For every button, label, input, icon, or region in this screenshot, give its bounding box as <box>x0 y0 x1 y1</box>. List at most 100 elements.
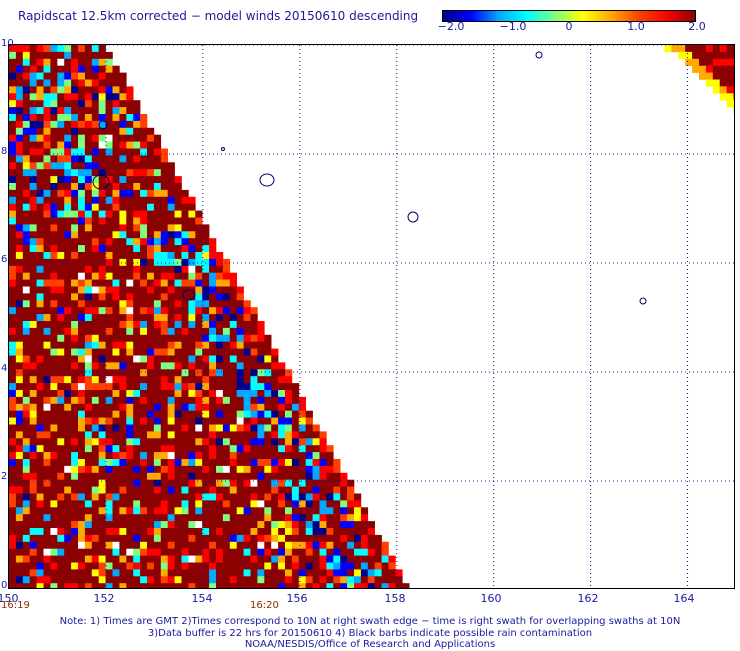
swath-cell <box>147 127 155 135</box>
swath-cell <box>119 210 127 218</box>
swath-cell <box>119 127 127 135</box>
swath-cell <box>91 279 99 287</box>
swath-cell <box>57 555 65 563</box>
swath-cell <box>167 238 175 246</box>
swath-cell <box>305 459 313 467</box>
swath-cell <box>216 452 224 460</box>
swath-cell <box>222 431 231 439</box>
swath-cell <box>209 238 217 246</box>
swath-cell <box>216 314 224 322</box>
swath-cell <box>43 307 51 315</box>
swath-cell <box>64 217 72 225</box>
swath-cell <box>50 562 58 570</box>
swath-cell <box>202 224 210 232</box>
swath-cell <box>167 231 175 239</box>
swath-cell <box>181 224 189 232</box>
swath-cell <box>147 189 155 198</box>
swath-cell <box>305 424 313 432</box>
swath-cell <box>22 79 30 87</box>
swath-cell <box>84 45 93 53</box>
swath-cell <box>319 500 327 508</box>
swath-cell <box>84 183 93 191</box>
swath-cell <box>9 252 17 260</box>
swath-cell <box>319 486 327 494</box>
swath-cell <box>119 334 127 342</box>
swath-cell <box>126 486 134 494</box>
swath-cell <box>719 72 727 80</box>
swath-cell <box>188 569 196 577</box>
swath-cell <box>367 562 375 570</box>
swath-cell <box>64 258 72 267</box>
swath-cell <box>174 555 182 563</box>
swath-cell <box>98 265 106 273</box>
swath-cell <box>22 472 30 480</box>
swath-cell <box>243 452 251 460</box>
swath-cell <box>15 459 24 467</box>
swath-cell <box>167 327 175 336</box>
swath-cell <box>29 307 37 315</box>
swath-cell <box>167 486 175 494</box>
swath-cell <box>105 445 113 453</box>
swath-cell <box>209 321 217 329</box>
swath-cell <box>126 431 134 439</box>
swath-cell <box>167 445 175 453</box>
swath-cell <box>195 210 203 218</box>
swath-cell <box>216 293 224 301</box>
swath-cell <box>105 410 113 418</box>
swath-cell <box>243 348 251 356</box>
island-outline <box>407 211 419 223</box>
swath-cell <box>167 176 175 184</box>
swath-cell <box>264 403 272 411</box>
swath-cell <box>209 293 217 301</box>
swath-cell <box>264 438 272 446</box>
swath-cell <box>98 148 106 156</box>
swath-cell <box>250 417 258 425</box>
swath-cell <box>98 569 106 577</box>
swath-cell <box>174 189 182 198</box>
swath-cell <box>71 438 79 446</box>
swath-cell <box>174 390 182 398</box>
colorbar-label-neg1: −1.0 <box>499 20 527 33</box>
swath-cell <box>78 286 86 294</box>
swath-cell <box>71 514 79 522</box>
swath-cell <box>78 272 86 280</box>
swath-cell <box>50 541 58 549</box>
swath-cell <box>119 576 127 584</box>
swath-cell <box>9 383 17 391</box>
swath-cell <box>112 541 120 549</box>
swath-cell <box>64 120 72 129</box>
swath-cell <box>181 396 189 405</box>
swath-cell <box>285 465 293 474</box>
swath-cell <box>64 93 72 101</box>
swath-cell <box>133 403 141 411</box>
swath-cell <box>57 196 65 204</box>
swath-cell <box>236 403 244 411</box>
swath-cell <box>57 507 65 515</box>
swath-cell <box>71 341 79 349</box>
swath-cell <box>174 327 182 336</box>
swath-cell <box>181 424 189 432</box>
swath-cell <box>84 445 93 453</box>
swath-cell <box>43 65 51 73</box>
swath-cell <box>98 286 106 294</box>
swath-cell <box>43 238 51 246</box>
swath-cell <box>57 265 65 273</box>
swath-cell <box>340 541 348 549</box>
swath-cell <box>43 541 51 549</box>
swath-cell <box>126 217 134 225</box>
swath-cell <box>71 417 79 425</box>
swath-cell <box>57 479 65 487</box>
swath-cell <box>188 493 196 501</box>
swath-cell <box>140 321 148 329</box>
swath-cell <box>36 86 44 94</box>
swath-cell <box>216 348 224 356</box>
swath-cell <box>319 541 327 549</box>
swath-cell <box>98 293 106 301</box>
swath-cell <box>347 583 355 588</box>
swath-cell <box>209 562 217 570</box>
swath-cell <box>57 51 65 60</box>
swath-cell <box>57 390 65 398</box>
swath-cell <box>78 514 86 522</box>
swath-cell <box>50 521 58 529</box>
swath-cell <box>243 417 251 425</box>
